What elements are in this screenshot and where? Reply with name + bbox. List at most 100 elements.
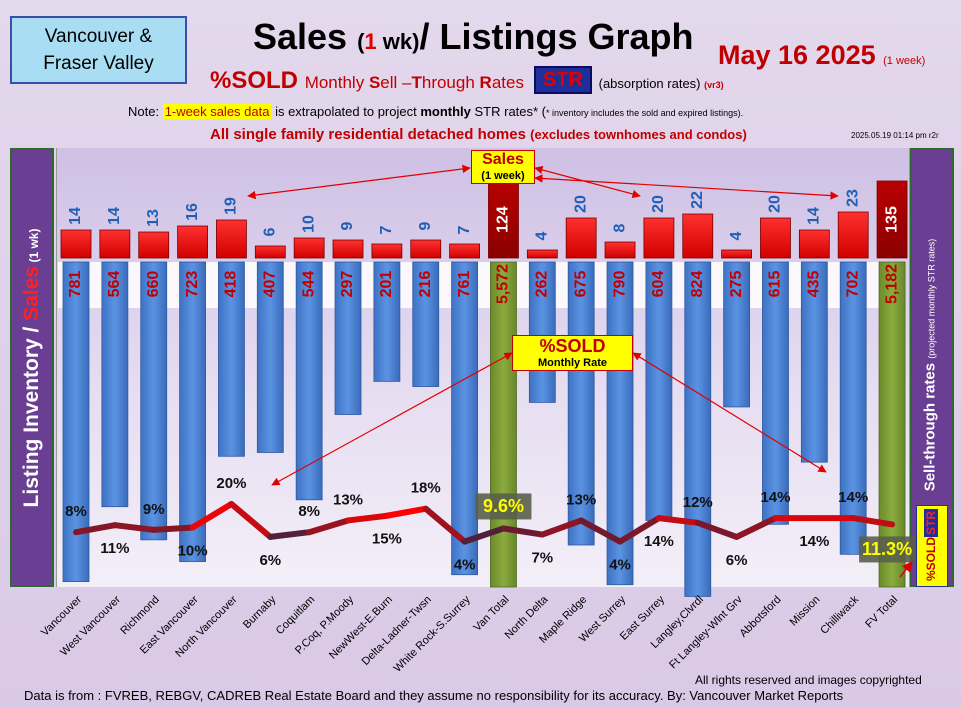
sales-label: 7 <box>456 225 473 234</box>
str-total-label: 9.6% <box>483 496 524 516</box>
subtitle: %SOLD Monthly Sell –Through Rates STR (ab… <box>210 66 724 95</box>
str-total-label: 11.3% <box>862 539 912 559</box>
sales-bar <box>604 241 636 259</box>
subtitle-monthly: Monthly <box>304 73 369 92</box>
subtitle-ell: ell – <box>380 73 412 92</box>
sales-bar <box>565 217 597 259</box>
date-text: May 16 2025 <box>718 40 876 70</box>
inventory-label: 275 <box>728 271 745 298</box>
str-label: 8% <box>298 503 320 520</box>
absorption-label: (absorption rates) (vr3) <box>599 76 724 91</box>
sales-bar <box>488 180 519 259</box>
str-line-segment <box>228 501 274 540</box>
inventory-label: 723 <box>184 271 201 298</box>
category-label: FV Total <box>863 594 900 631</box>
str-line-segment <box>733 515 779 540</box>
absorption-version: (vr3) <box>704 80 724 90</box>
timestamp: 2025.05.19 01:14 pm r2r <box>851 131 939 140</box>
sales-label: 9 <box>417 221 434 230</box>
inventory-bar <box>684 261 712 597</box>
str-total-box <box>859 536 916 563</box>
sales-label: 8 <box>611 223 628 232</box>
str-line-segment <box>345 512 390 524</box>
inventory-bar <box>567 261 595 546</box>
note-tiny: * inventory includes the sold and expire… <box>546 108 744 118</box>
str-label: 14% <box>644 533 674 550</box>
inventory-label: 761 <box>456 271 473 298</box>
str-line-segment <box>850 515 896 528</box>
sales-label: 4 <box>728 231 745 240</box>
str-line-segment <box>617 515 662 545</box>
str-label: 20% <box>216 475 246 492</box>
str-label: 10% <box>178 542 208 559</box>
title-wk-group: (1 wk) <box>357 29 419 54</box>
sales-bar <box>410 239 442 259</box>
sales-label: 14 <box>806 207 823 225</box>
inventory-label: 790 <box>611 271 628 298</box>
str-line-segment <box>539 517 585 538</box>
sales-bar <box>721 249 753 259</box>
str-total-box <box>475 493 532 520</box>
sales-label: 22 <box>689 191 706 209</box>
category-label: Chilliwack <box>818 593 861 636</box>
inventory-label: 435 <box>806 271 823 298</box>
sales-label: 20 <box>572 195 589 213</box>
sales-bar <box>60 229 92 259</box>
sales-bar <box>526 249 558 259</box>
inventory-bar <box>490 261 517 588</box>
sales-label: 10 <box>300 215 317 233</box>
subtitle-R: R <box>479 73 492 92</box>
sales-label: 4 <box>534 231 551 240</box>
str-line-segment <box>111 522 157 533</box>
sales-bar <box>99 229 131 259</box>
str-label: 18% <box>411 480 441 497</box>
inventory-label: 604 <box>650 271 667 298</box>
sales-label: 6 <box>262 227 279 236</box>
region-box: Vancouver & Fraser Valley <box>10 16 187 84</box>
subtitle-T: T <box>411 73 422 92</box>
sales-bar <box>216 219 247 259</box>
inventory-bar <box>101 261 129 508</box>
sales-bar <box>371 243 403 259</box>
inventory-label: 702 <box>844 271 861 298</box>
note-line: Note: 1-week sales data is extrapolated … <box>128 104 743 119</box>
sales-bar <box>682 213 714 259</box>
sales-label: 135 <box>883 206 900 233</box>
page-title: Sales (1 wk)/ Listings Graph <box>253 16 694 58</box>
str-label: 4% <box>454 557 476 574</box>
sales-label: 20 <box>767 195 784 213</box>
str-label: 12% <box>683 494 713 511</box>
sales-bar <box>177 225 208 259</box>
inventory-bar <box>179 261 206 562</box>
sales-label: 16 <box>184 203 201 221</box>
subtitle-hrough: hrough <box>421 73 480 92</box>
inventory-label: 262 <box>534 271 551 298</box>
str-line-segment <box>267 529 313 540</box>
title-wk: wk) <box>376 29 420 54</box>
category-label: Abbotsford <box>737 594 783 640</box>
category-label: Ft Langley-Wlnt Grv <box>667 593 745 671</box>
scope-main: All single family residential detached h… <box>210 126 531 143</box>
inventory-label: 297 <box>339 271 356 298</box>
note-bold: monthly <box>420 104 471 119</box>
subtitle-ates: ates <box>491 73 524 92</box>
sold-callout-title: %SOLD <box>539 336 606 356</box>
str-badge: STR <box>533 66 592 94</box>
report-date: May 16 2025 (1 week) <box>718 40 925 71</box>
str-line-segment <box>461 525 507 545</box>
str-label: 4% <box>609 557 631 574</box>
sales-callout: Sales (1 week) <box>471 150 535 184</box>
inventory-label: 564 <box>106 271 123 298</box>
str-label: 11% <box>100 540 129 557</box>
sold-callout: %SOLD Monthly Rate <box>512 335 633 371</box>
title-main: Sales <box>253 16 358 57</box>
inventory-label: 781 <box>67 271 84 298</box>
sales-bar <box>760 217 791 259</box>
sales-bar <box>837 211 869 259</box>
inventory-bar <box>645 261 673 521</box>
callout-arrow <box>534 174 839 200</box>
sales-label: 19 <box>223 197 240 215</box>
title-one: 1 <box>364 29 377 54</box>
str-label: 14% <box>799 533 829 550</box>
